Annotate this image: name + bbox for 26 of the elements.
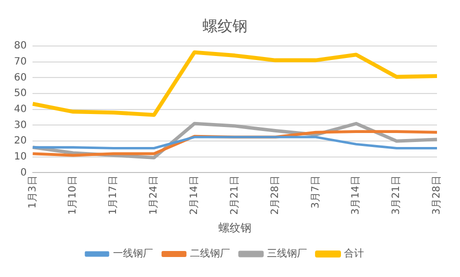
x-tick-label: 1月17日	[108, 176, 120, 215]
y-tick-label: 50	[14, 88, 27, 100]
legend-label: 合计	[344, 248, 364, 260]
y-tick-label: 20	[14, 136, 27, 147]
chart-title: 螺纹钢	[202, 16, 248, 35]
y-tick-label: 40	[14, 104, 27, 115]
x-tick-label: 3月21日	[391, 176, 402, 215]
x-tick-label: 3月7日	[310, 176, 322, 208]
legend-label: 三线钢厂	[267, 248, 307, 260]
x-tick-label: 2月28日	[270, 176, 281, 215]
x-axis-title: 螺纹钢	[218, 221, 252, 234]
x-tick-label: 3月14日	[350, 176, 362, 215]
x-tick-label: 1月24日	[148, 176, 160, 215]
y-tick-label: 0	[20, 167, 27, 178]
x-tick-label: 1月10日	[68, 176, 79, 215]
x-tick-label: 2月14日	[189, 176, 200, 215]
y-tick-label: 10	[14, 151, 27, 162]
y-tick-label: 70	[14, 56, 27, 68]
y-tick-label: 30	[14, 120, 27, 131]
legend-label: 二线钢厂	[190, 248, 230, 260]
x-tick-label: 1月3日	[27, 176, 38, 208]
x-tick-label: 3月28日	[432, 176, 443, 215]
y-tick-label: 60	[14, 72, 27, 84]
y-tick-label: 80	[14, 40, 27, 52]
legend-label: 一线钢厂	[113, 248, 153, 260]
x-tick-label: 2月21日	[229, 176, 240, 215]
